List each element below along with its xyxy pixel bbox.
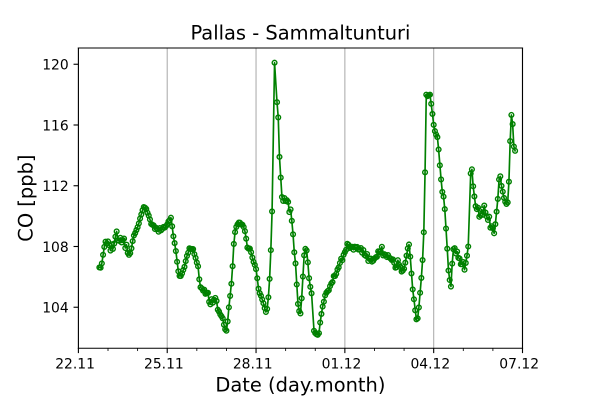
- svg-text:25.11: 25.11: [144, 357, 184, 373]
- svg-text:28.11: 28.11: [233, 357, 273, 373]
- svg-text:104: 104: [42, 301, 69, 317]
- svg-text:04.12: 04.12: [410, 357, 450, 373]
- svg-text:112: 112: [42, 179, 68, 195]
- svg-text:07.12: 07.12: [499, 357, 539, 373]
- svg-text:01.12: 01.12: [322, 357, 362, 373]
- svg-text:120: 120: [42, 58, 68, 74]
- svg-text:116: 116: [42, 118, 68, 134]
- svg-text:22.11: 22.11: [55, 357, 95, 373]
- svg-text:Date (day.month): Date (day.month): [215, 374, 385, 397]
- svg-text:Pallas - Sammaltunturi: Pallas - Sammaltunturi: [190, 22, 410, 45]
- svg-text:CO [ppb]: CO [ppb]: [15, 155, 38, 242]
- svg-text:108: 108: [42, 240, 68, 256]
